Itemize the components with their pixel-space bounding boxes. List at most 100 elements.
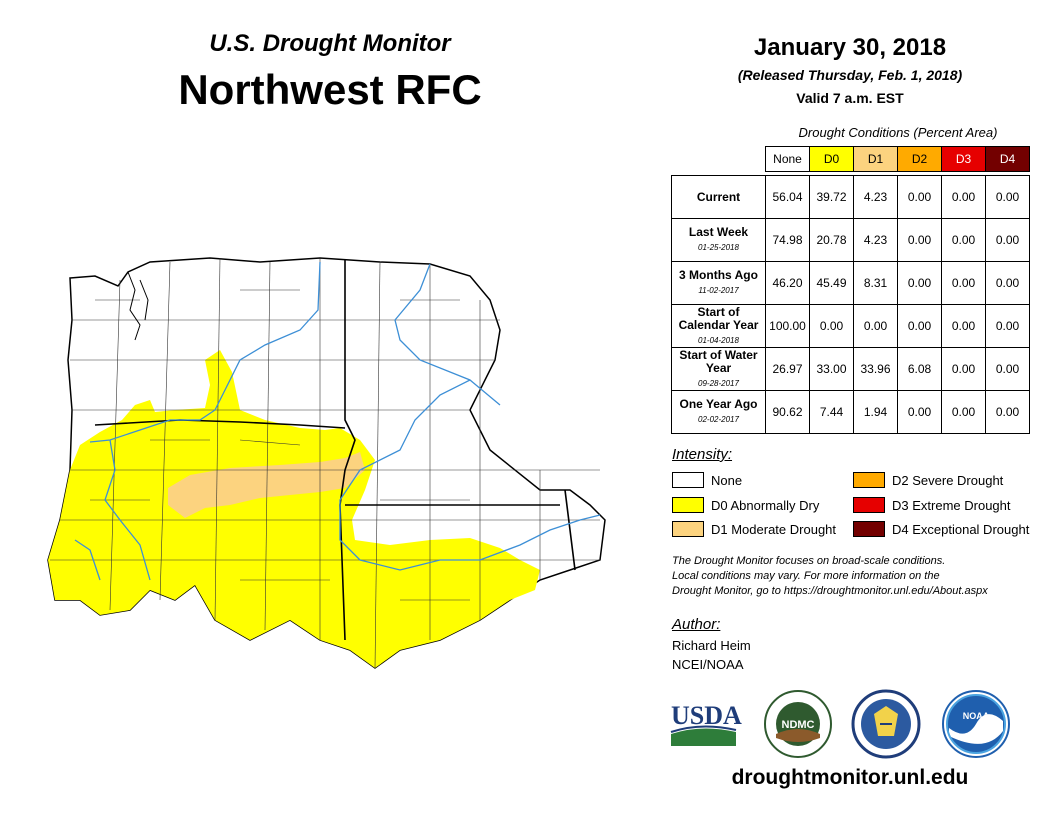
row-label: Start of Water Year 09-28-2017 [671,347,766,391]
valid-time: Valid 7 a.m. EST [796,90,904,106]
legend-label: D2 Severe Drought [892,472,1004,488]
county-boundaries [50,257,600,669]
cell-value: 0.00 [941,261,986,305]
cell-value: 6.08 [897,347,942,391]
author-name: Richard Heim [672,638,751,653]
cell-value: 0.00 [985,304,1030,348]
cell-value: 39.72 [809,175,854,219]
map-subtitle: U.S. Drought Monitor [209,30,451,57]
cell-value: 90.62 [765,390,810,434]
row-label: Start of Calendar Year 01-04-2018 [671,304,766,348]
cell-value: 46.20 [765,261,810,305]
cell-value: 26.97 [765,347,810,391]
map-title: Northwest RFC [178,66,482,113]
cell-value: 0.00 [897,304,942,348]
ndmc-logo-text: NDMC [782,719,815,731]
cell-value: 0.00 [941,347,986,391]
header-none: None [765,146,810,172]
legend-item-d0: D0 Abnormally Dry [672,497,819,513]
header-d1: D1 [853,146,898,172]
legend-swatch [672,497,704,513]
state-boundaries [94,260,576,641]
cell-value: 56.04 [765,175,810,219]
legend-swatch [672,472,704,488]
cell-value: 4.23 [853,218,898,262]
header-d2: D2 [897,146,942,172]
cell-value: 0.00 [897,390,942,434]
row-label-text: 3 Months Ago [679,268,758,282]
rivers [74,261,601,581]
legend-item-d1: D1 Moderate Drought [672,521,836,537]
legend-swatch [853,497,885,513]
legend-label: D1 Moderate Drought [711,521,837,537]
noaa-logo-text: NOAA [963,711,990,721]
d1-area [168,452,365,518]
cell-value: 0.00 [897,175,942,219]
row-date: 01-04-2018 [698,335,739,345]
cell-value: 0.00 [897,261,942,305]
legend-label: D4 Exceptional Drought [892,521,1030,537]
cell-value: 0.00 [941,175,986,219]
author-heading: Author: [672,616,721,633]
cell-value: 0.00 [985,261,1030,305]
cell-value: 0.00 [985,175,1030,219]
legend-swatch [853,472,885,488]
note-line: The Drought Monitor focuses on broad-sca… [672,555,946,567]
legend-label: D3 Extreme Drought [892,497,1011,513]
cell-value: 4.23 [853,175,898,219]
row-label: 3 Months Ago 11-02-2017 [671,261,766,305]
table-caption: Drought Conditions (Percent Area) [798,125,998,140]
cell-value: 0.00 [985,390,1030,434]
author-org: NCEI/NOAA [672,657,744,672]
note-line: Drought Monitor, go to https://droughtmo… [672,585,988,597]
row-label-text: Current [696,189,741,204]
table-row: One Year Ago 02-02-2017 90.62 7.44 1.94 0.00 0… [671,390,1030,434]
cell-value: 33.00 [809,347,854,391]
cell-value: 74.98 [765,218,810,262]
legend-label: None [711,472,743,488]
cell-value: 0.00 [941,390,986,434]
cell-value: 100.00 [765,304,810,348]
row-label-text: One Year Ago [679,397,758,411]
row-label: Last Week 01-25-2018 [671,218,766,262]
cell-value: 20.78 [809,218,854,262]
legend-item-d3: D3 Extreme Drought [853,497,1011,513]
website-url[interactable]: droughtmonitor.unl.edu [731,766,969,789]
cell-value: 0.00 [897,218,942,262]
usda-logo-text: USDA [671,701,742,730]
cell-value: 0.00 [809,304,854,348]
map-date: January 30, 2018 [753,34,947,61]
info-note: The Drought Monitor focuses on broad-sca… [672,554,1012,599]
header-d3: D3 [941,146,986,172]
legend-item-d2: D2 Severe Drought [853,472,1003,488]
cell-value: 45.49 [809,261,854,305]
puget-sound [127,271,149,341]
cell-value: 0.00 [941,218,986,262]
table-row: Last Week 01-25-2018 74.98 20.78 4.23 0.00 0.0… [671,218,1030,262]
cell-value: 8.31 [853,261,898,305]
ndmc-logo: NDMC [764,690,832,758]
row-label: One Year Ago 02-02-2017 [671,390,766,434]
legend-item-none: None [672,472,742,488]
row-label-text: Last Week [688,225,749,239]
noaa-logo: NOAA [942,690,1010,758]
legend-label: D0 Abnormally Dry [711,497,820,513]
header-blank [672,147,766,172]
table-header-row: None D0 D1 D2 D3 D4 [672,146,1030,172]
row-label: Current [671,175,766,219]
d0-area [48,350,540,668]
row-date: 09-28-2017 [698,378,739,388]
cell-value: 0.00 [941,304,986,348]
row-date: 02-02-2017 [698,415,739,424]
header-d4: D4 [985,146,1030,172]
legend-swatch [672,521,704,537]
cell-value: 1.94 [853,390,898,434]
cell-value: 0.00 [853,304,898,348]
legend-title: Intensity: [672,446,733,463]
legend-swatch [853,521,885,537]
doc-seal [851,689,921,759]
table-row: Start of Calendar Year 01-04-2018 100.00 0.… [671,304,1030,348]
row-date: 11-02-2017 [698,286,739,295]
table-row: Start of Water Year 09-28-2017 26.97 33.00 3… [671,347,1030,391]
row-label-text: Start of Calendar Year [678,304,759,332]
